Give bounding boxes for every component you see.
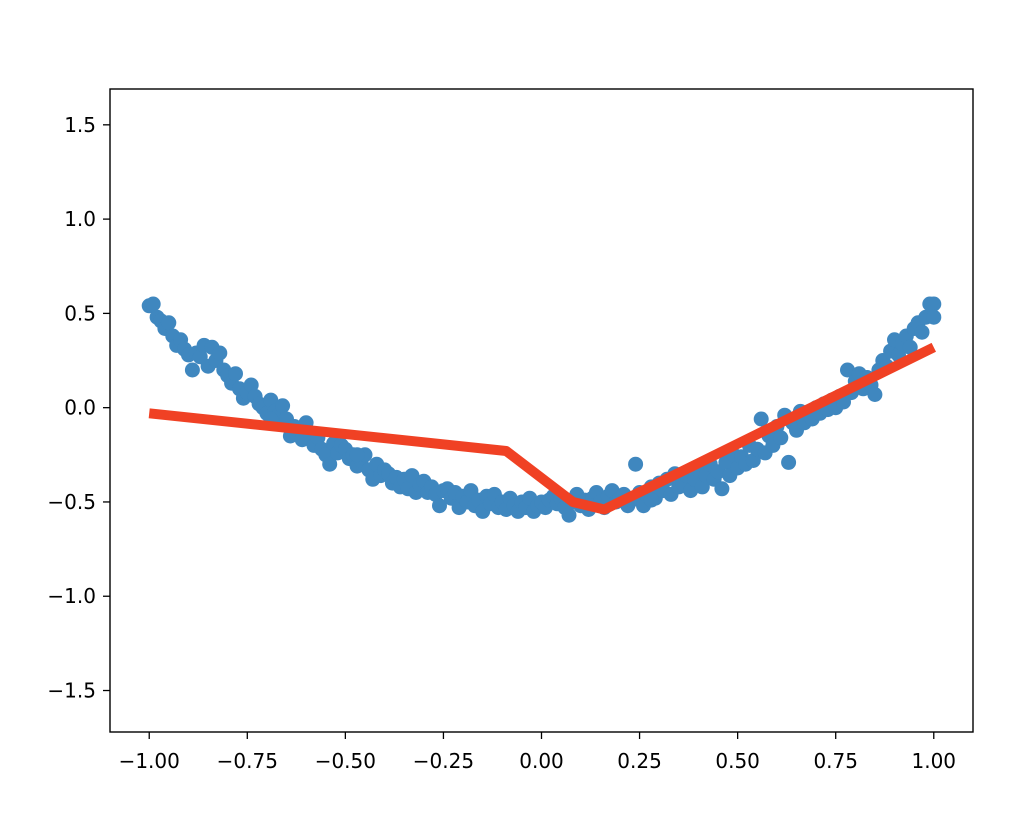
x-axis-ticks: −1.00 −0.75 −0.50 −0.25 0.00 0.25 0.50 0.75 1.00 — [119, 732, 956, 773]
y-tick-label: −0.5 — [47, 490, 96, 514]
y-tick-label: −1.0 — [47, 584, 96, 608]
x-tick-label: −0.25 — [413, 749, 474, 773]
scatter-point — [745, 453, 761, 468]
scatter-point — [561, 507, 577, 523]
x-tick-label: −0.75 — [217, 749, 278, 773]
scatter-point — [145, 296, 161, 312]
x-tick-label: −0.50 — [315, 749, 376, 773]
y-axis-ticks: −1.5 −1.0 −0.5 0.0 0.5 1.0 1.5 — [47, 113, 110, 703]
scatter-point — [263, 392, 279, 408]
x-tick-label: 0.25 — [617, 749, 662, 773]
scatter-point — [926, 296, 942, 312]
x-tick-label: 0.50 — [715, 749, 760, 773]
scatter-point — [212, 345, 228, 361]
y-tick-label: 0.0 — [64, 396, 96, 420]
scatter-point — [161, 315, 177, 331]
scatter-series — [141, 296, 942, 523]
y-tick-label: 0.5 — [64, 301, 96, 325]
scatter-point — [628, 456, 644, 472]
scatter-point — [683, 483, 699, 499]
x-tick-label: 1.00 — [912, 749, 957, 773]
x-tick-label: 0.00 — [519, 749, 564, 773]
x-tick-label: 0.75 — [813, 749, 858, 773]
scatter-point — [694, 479, 710, 495]
scatter-point — [914, 324, 930, 340]
scatter-point — [781, 454, 797, 470]
scatter-point — [432, 498, 447, 514]
scatter-point — [773, 430, 789, 446]
scatter-point — [275, 398, 291, 414]
scatter-point — [322, 456, 338, 472]
scatter-point — [184, 362, 200, 378]
scatter-point — [243, 377, 259, 393]
scatter-point — [349, 447, 365, 463]
y-tick-label: 1.0 — [64, 207, 96, 231]
scatter-point — [902, 339, 918, 355]
y-tick-label: 1.5 — [64, 113, 96, 137]
scatter-point — [753, 411, 769, 427]
x-tick-label: −1.00 — [119, 749, 180, 773]
scatter-point — [926, 309, 942, 325]
y-tick-label: −1.5 — [47, 679, 96, 703]
scatter-point — [840, 362, 855, 378]
axes-frame — [109, 88, 974, 733]
scatter-point — [714, 481, 730, 497]
scatter-point — [643, 492, 659, 508]
fit-line-series — [148, 342, 937, 515]
scatter-point — [228, 366, 243, 382]
fit-line — [148, 342, 937, 515]
scatter-point — [867, 387, 883, 402]
